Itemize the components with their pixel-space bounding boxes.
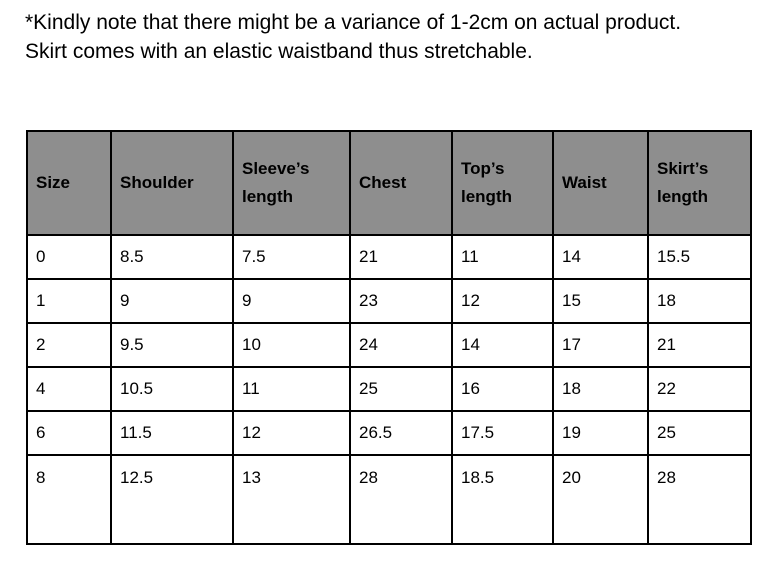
table-cell: 9 — [110, 278, 234, 324]
waistband-note: Skirt comes with an elastic waistband th… — [25, 40, 533, 63]
table-cell: 17.5 — [451, 410, 554, 456]
table-row: 2 9.5 10 24 14 17 21 — [26, 322, 752, 368]
table-cell: 18 — [552, 366, 649, 412]
table-cell: 20 — [552, 454, 649, 545]
table-cell: 18 — [647, 278, 752, 324]
table-cell: 21 — [647, 322, 752, 368]
table-cell: 8 — [26, 454, 112, 545]
table-cell: 2 — [26, 322, 112, 368]
table-cell: 15 — [552, 278, 649, 324]
table-cell: 10.5 — [110, 366, 234, 412]
table-cell: 7.5 — [232, 234, 351, 280]
column-header: Chest — [349, 130, 453, 236]
column-header: Top’s length — [451, 130, 554, 236]
column-header: Size — [26, 130, 112, 236]
table-header-row: Size Shoulder Sleeve’s length Chest Top’s le… — [26, 130, 752, 236]
table-cell: 6 — [26, 410, 112, 456]
column-header: Shoulder — [110, 130, 234, 236]
table-cell: 25 — [647, 410, 752, 456]
table-cell: 1 — [26, 278, 112, 324]
table-row: 4 10.5 11 25 16 18 22 — [26, 366, 752, 412]
table-row: 8 12.5 13 28 18.5 20 28 — [26, 454, 752, 545]
table-cell: 25 — [349, 366, 453, 412]
column-header: Waist — [552, 130, 649, 236]
table-cell: 23 — [349, 278, 453, 324]
table-cell: 22 — [647, 366, 752, 412]
table-cell: 11 — [451, 234, 554, 280]
table-cell: 16 — [451, 366, 554, 412]
table-cell: 0 — [26, 234, 112, 280]
table-row: 6 11.5 12 26.5 17.5 19 25 — [26, 410, 752, 456]
table-cell: 12.5 — [110, 454, 234, 545]
table-cell: 4 — [26, 366, 112, 412]
table-cell: 13 — [232, 454, 351, 545]
size-note: *Kindly note that there might be a varia… — [25, 8, 765, 66]
table-cell: 11 — [232, 366, 351, 412]
table-cell: 28 — [647, 454, 752, 545]
size-chart-table: Size Shoulder Sleeve’s length Chest Top’s le… — [26, 130, 752, 545]
table-cell: 11.5 — [110, 410, 234, 456]
table-cell: 14 — [451, 322, 554, 368]
variance-note: *Kindly note that there might be a varia… — [25, 11, 682, 34]
table-cell: 21 — [349, 234, 453, 280]
column-header: Sleeve’s length — [232, 130, 351, 236]
table-row: 1 9 9 23 12 15 18 — [26, 278, 752, 324]
table-cell: 9.5 — [110, 322, 234, 368]
table-cell: 15.5 — [647, 234, 752, 280]
column-header: Skirt’s length — [647, 130, 752, 236]
table-cell: 8.5 — [110, 234, 234, 280]
table-cell: 9 — [232, 278, 351, 324]
table-cell: 18.5 — [451, 454, 554, 545]
table-cell: 12 — [232, 410, 351, 456]
table-cell: 26.5 — [349, 410, 453, 456]
table-cell: 24 — [349, 322, 453, 368]
table-row: 0 8.5 7.5 21 11 14 15.5 — [26, 234, 752, 280]
table-cell: 19 — [552, 410, 649, 456]
table-cell: 12 — [451, 278, 554, 324]
table-cell: 17 — [552, 322, 649, 368]
table-cell: 10 — [232, 322, 351, 368]
table-cell: 28 — [349, 454, 453, 545]
table-cell: 14 — [552, 234, 649, 280]
